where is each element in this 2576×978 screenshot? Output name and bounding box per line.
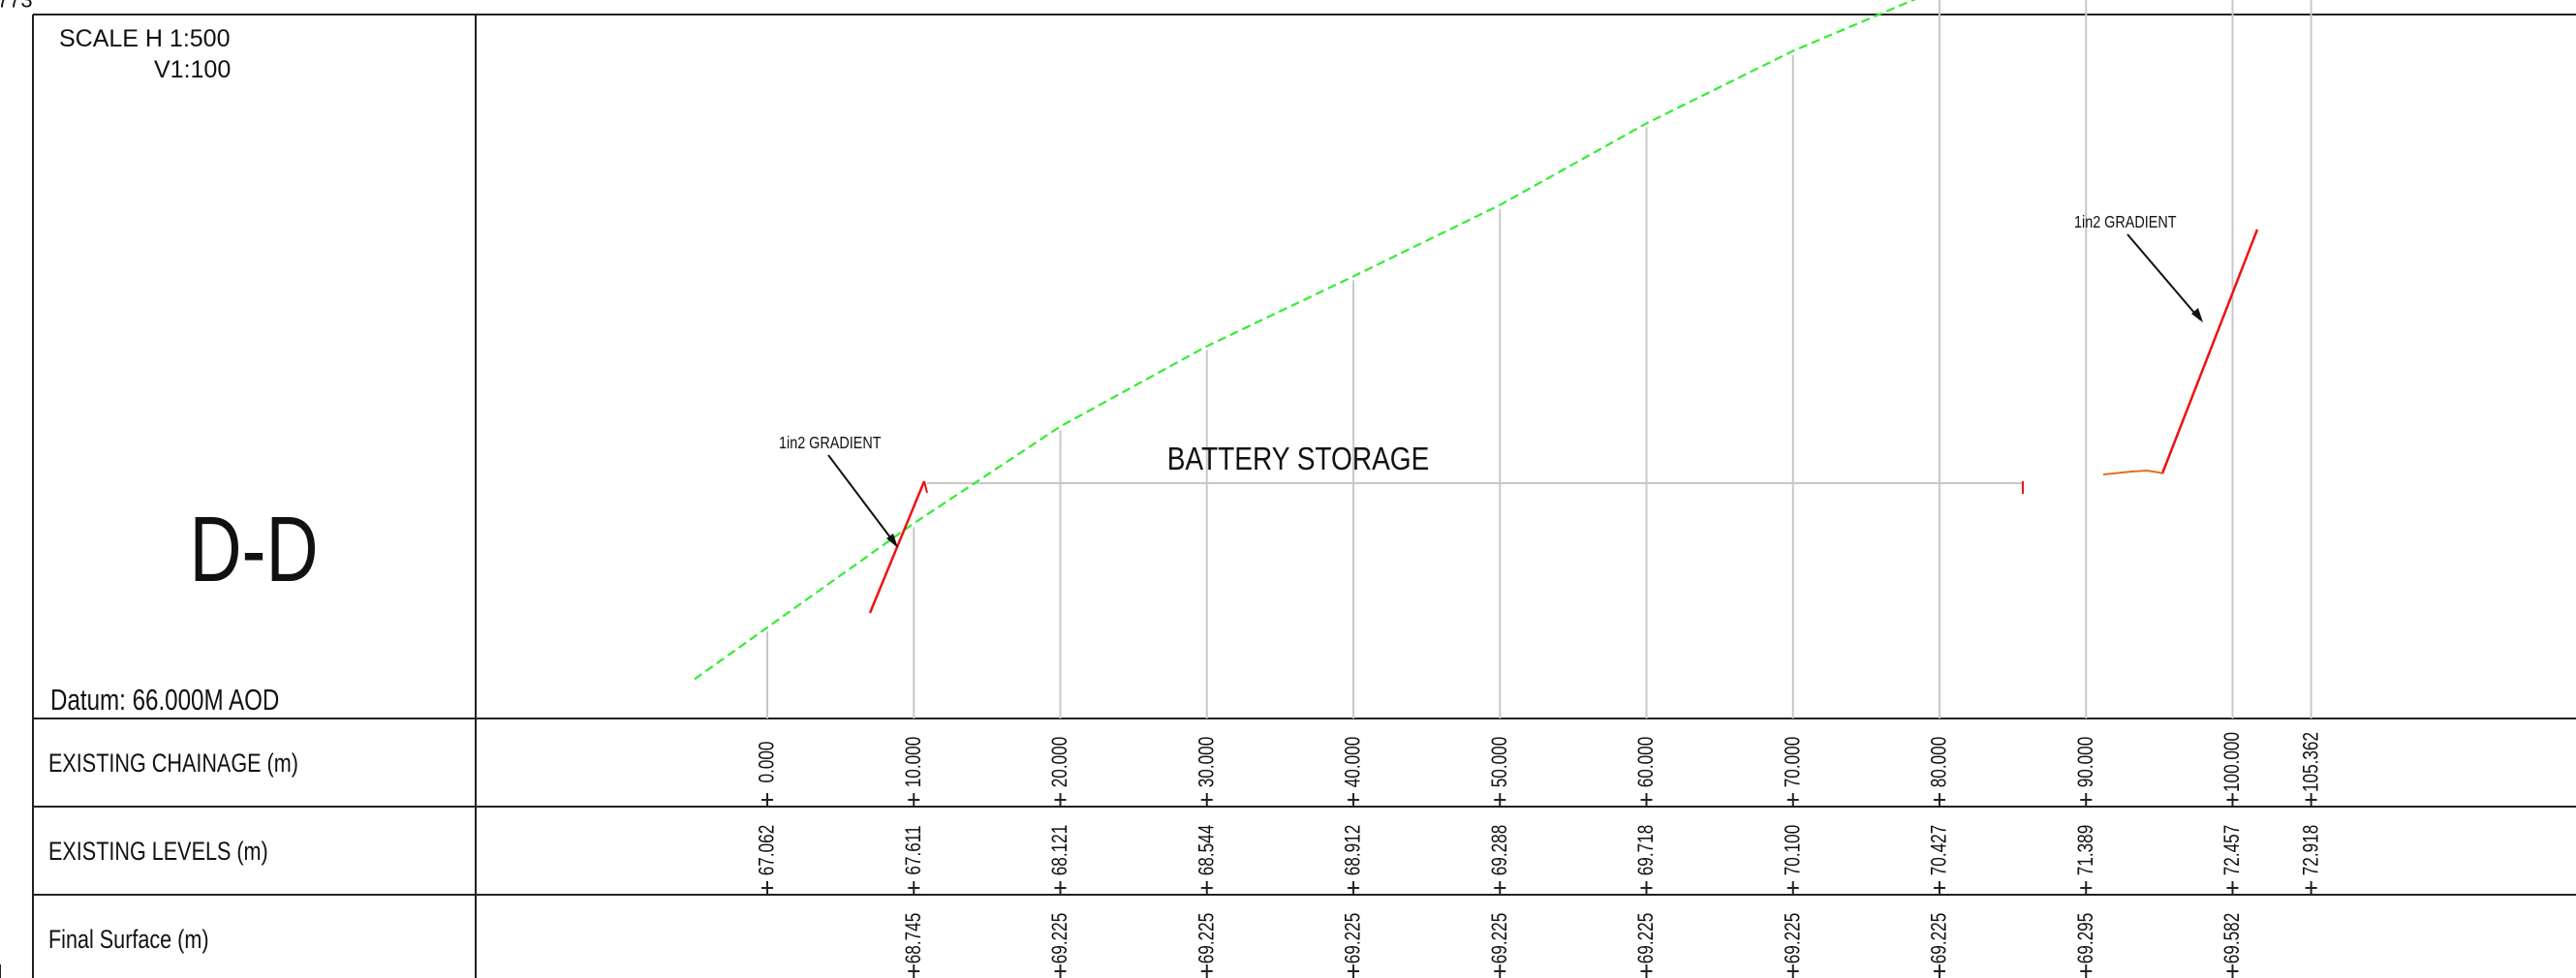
existing-level-value: 70.427 xyxy=(1928,825,1952,875)
final-surface-value: 69.225 xyxy=(1488,913,1512,963)
gradient-right-arrowhead xyxy=(2191,308,2203,322)
final-surface-value: 69.582 xyxy=(2220,913,2245,963)
scale-vertical: V1:100 xyxy=(154,56,231,83)
chainage-value: 50.000 xyxy=(1488,737,1512,787)
chainage-value: 90.000 xyxy=(2074,737,2098,787)
existing-level-value: 72.457 xyxy=(2220,825,2245,875)
chainage-value: 30.000 xyxy=(1195,737,1219,787)
chainage-value: 10.000 xyxy=(902,737,926,787)
existing-level-value: 71.389 xyxy=(2074,825,2098,875)
chainage-value: 60.000 xyxy=(1634,737,1659,787)
chainage-value: 70.000 xyxy=(1781,737,1805,787)
existing-level-value: 68.121 xyxy=(1048,825,1072,875)
right-toe-orange-line xyxy=(2102,469,2163,475)
drawing-frame xyxy=(32,14,2576,978)
chainage-value: 0.000 xyxy=(756,742,780,783)
chainage-value: 20.000 xyxy=(1048,737,1072,787)
existing-level-value: 68.544 xyxy=(1195,825,1219,875)
gradient-annotation-right: 1in2 GRADIENT xyxy=(2074,213,2203,322)
section-title: D-D xyxy=(189,498,318,601)
row-label-existing-levels: EXISTING LEVELS (m) xyxy=(48,838,268,867)
final-surface-value: 69.225 xyxy=(1342,913,1366,963)
gradient-left-label: 1in2 GRADIENT xyxy=(779,434,882,453)
row-label-existing-chainage: EXISTING CHAINAGE (m) xyxy=(48,749,298,779)
chainage-value: 105.362 xyxy=(2299,732,2323,792)
existing-level-value: 70.100 xyxy=(1781,825,1805,875)
existing-ground-profile xyxy=(694,0,1916,681)
chainage-value: 80.000 xyxy=(1928,737,1952,787)
gradient-right-leader xyxy=(2126,233,2201,321)
existing-level-value: 67.062 xyxy=(756,825,780,875)
final-surface-value: 68.745 xyxy=(902,913,926,963)
chainage-value: 100.000 xyxy=(2220,732,2245,792)
final-surface-value: 69.225 xyxy=(1634,913,1659,963)
existing-level-value: 69.288 xyxy=(1488,825,1512,875)
table-ticks xyxy=(0,793,2317,978)
gradient-left-arrowhead xyxy=(886,534,898,548)
datum-label: Datum: 66.000M AOD xyxy=(50,683,279,717)
left-batter-tick xyxy=(923,480,928,494)
final-surface-value: 69.225 xyxy=(1928,913,1952,963)
gradient-right-label: 1in2 GRADIENT xyxy=(2074,213,2177,232)
row-label-final-surface: Final Surface (m) xyxy=(48,926,209,955)
chainage-verticals xyxy=(766,0,2312,718)
final-surface-value: 69.225 xyxy=(1195,913,1219,963)
final-surface-value: 69.225 xyxy=(1048,913,1072,963)
battery-storage-platform xyxy=(927,481,2024,494)
final-surface-value: 69.295 xyxy=(2074,913,2098,963)
cut-slopes xyxy=(868,229,2259,614)
existing-level-value: 68.912 xyxy=(1342,825,1366,875)
scale-horizontal: SCALE H 1:500 xyxy=(59,25,231,52)
gradient-left-leader xyxy=(827,454,897,546)
right-batter-slope xyxy=(2160,229,2259,474)
battery-storage-label: BATTERY STORAGE xyxy=(1167,442,1430,477)
existing-level-value: 72.918 xyxy=(2299,825,2323,875)
gradient-annotation-left: 1in2 GRADIENT xyxy=(779,434,898,548)
chainage-value: 40.000 xyxy=(1342,737,1366,787)
final-surface-value: 69.225 xyxy=(1781,913,1805,963)
existing-level-value: 69.718 xyxy=(1634,825,1659,875)
table-values: 0.000 10.000 20.000 30.000 40.000 50.000 60.00… xyxy=(0,0,2323,963)
final-surface-value: 71.773 xyxy=(0,0,33,13)
existing-level-value: 67.611 xyxy=(902,825,926,874)
